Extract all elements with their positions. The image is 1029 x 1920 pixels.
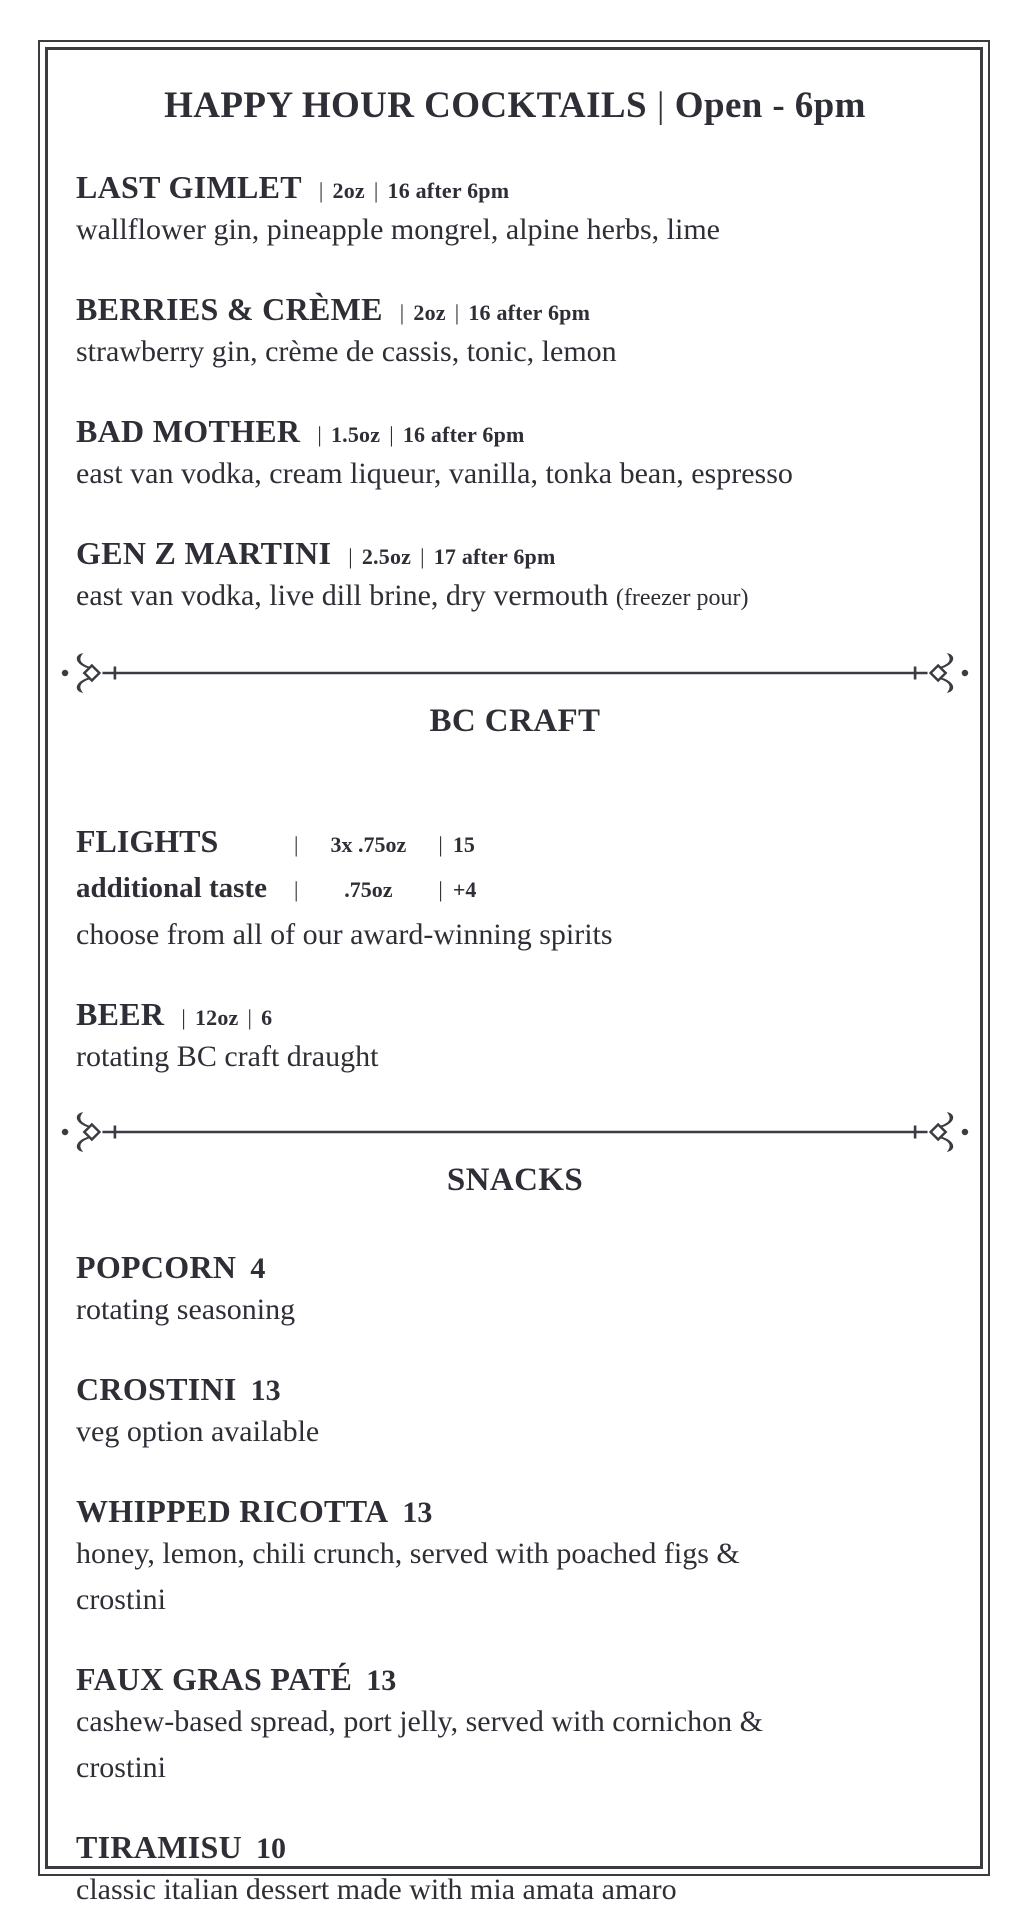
item-name: BEER (76, 996, 165, 1032)
item-name: BERRIES & CRÈME (76, 291, 383, 327)
separator: | (389, 422, 394, 447)
menu-item-berries-creme: BERRIES & CRÈME | 2oz | 16 after 6pm strawbe… (76, 289, 954, 375)
item-header: FAUX GRAS PATÉ 13 (76, 1659, 954, 1699)
item-header: BEER | 12oz | 6 (76, 994, 954, 1034)
item-price: 16 after 6pm (387, 178, 510, 203)
section-heading-snacks: SNACKS (446, 1162, 584, 1198)
section-heading-bc-craft: BC CRAFT (429, 703, 601, 739)
item-name: POPCORN (76, 1249, 237, 1285)
item-header: BERRIES & CRÈME | 2oz | 16 after 6pm (76, 289, 954, 329)
item-sub-name: additional taste (76, 872, 267, 904)
item-name: CROSTINI (76, 1371, 237, 1407)
menu-item-faux-gras-pate: FAUX GRAS PATÉ 13 cashew-based spread, po… (76, 1659, 954, 1791)
item-price: 16 after 6pm (468, 300, 591, 325)
item-description-main: east van vodka, live dill brine, dry ver… (76, 579, 609, 612)
separator: | (181, 1005, 186, 1030)
separator: | (318, 178, 324, 203)
menu-item-gen-z-martini: GEN Z MARTINI | 2.5oz | 17 after 6pm east va… (76, 533, 954, 621)
item-description: veg option available (76, 1415, 320, 1448)
item-size: 2.5oz (361, 544, 412, 569)
divider-ornament-icon (60, 1110, 970, 1154)
item-size: 3x .75oz (330, 832, 407, 857)
item-description-line: crostini (76, 1583, 166, 1616)
item-description: east van vodka, live dill brine, dry ver… (76, 573, 954, 621)
menu-frame-inner: HAPPY HOUR COCKTAILS | Open - 6pm LAST GIM… (45, 47, 983, 1906)
item-name: FAUX GRAS PATÉ (76, 1661, 353, 1697)
item-price: 15 (452, 832, 475, 857)
item-name: BAD MOTHER (76, 413, 301, 449)
separator: | (247, 1005, 253, 1030)
item-description: rotating seasoning (76, 1293, 296, 1326)
menu-hours: Open - 6pm (674, 85, 866, 126)
item-price: 13 (366, 1664, 397, 1697)
section-divider (60, 1110, 970, 1154)
separator: | (294, 832, 299, 857)
menu-title-text: HAPPY HOUR COCKTAILS (164, 85, 647, 126)
separator: | (399, 300, 405, 325)
item-name: GEN Z MARTINI (76, 535, 332, 571)
separator: | (348, 544, 353, 569)
item-description-note: (freezer pour) (615, 585, 749, 611)
item-header: CROSTINI 13 (76, 1369, 954, 1409)
item-price: 10 (255, 1832, 286, 1865)
item-price: 17 after 6pm (433, 544, 556, 569)
item-price: 13 (250, 1374, 281, 1407)
separator: | (438, 832, 443, 857)
item-description: wallflower gin, pineapple mongrel, alpin… (76, 213, 720, 246)
item-header: LAST GIMLET | 2oz | 16 after 6pm (76, 167, 954, 207)
item-header: TIRAMISU 10 (76, 1827, 954, 1867)
item-header: GEN Z MARTINI | 2.5oz | 17 after 6pm (76, 533, 954, 573)
item-size: 1.5oz (330, 422, 381, 447)
separator: | (420, 544, 425, 569)
item-size: 2oz (413, 300, 446, 325)
item-size: 12oz (194, 1005, 239, 1030)
item-description: strawberry gin, crème de cassis, tonic, … (76, 335, 617, 368)
item-price: 4 (250, 1252, 266, 1285)
item-header: WHIPPED RICOTTA 13 (76, 1491, 954, 1531)
item-name: WHIPPED RICOTTA (76, 1493, 389, 1529)
item-header: POPCORN 4 (76, 1247, 954, 1287)
item-description: east van vodka, cream liqueur, vanilla, … (76, 457, 793, 490)
menu-item-tiramisu: TIRAMISU 10 classic italian dessert made … (76, 1827, 954, 1913)
menu-item-popcorn: POPCORN 4 rotating seasoning (76, 1247, 954, 1333)
item-price: 13 (402, 1496, 433, 1529)
item-description: cashew-based spread, port jelly, served … (76, 1699, 954, 1791)
flights-main-row: FLIGHTS | 3x .75oz | 15 (76, 818, 954, 865)
item-price: 16 after 6pm (402, 422, 525, 447)
separator: | (454, 300, 460, 325)
menu-title: HAPPY HOUR COCKTAILS | Open - 6pm (76, 84, 954, 127)
menu-frame-outer: HAPPY HOUR COCKTAILS | Open - 6pm LAST GIM… (38, 40, 990, 1906)
menu-item-bad-mother: BAD MOTHER | 1.5oz | 16 after 6pm east van v… (76, 411, 954, 497)
item-description-line: crostini (76, 1751, 166, 1784)
menu-item-last-gimlet: LAST GIMLET | 2oz | 16 after 6pm wallflower … (76, 167, 954, 253)
item-size: 2oz (332, 178, 365, 203)
item-description-line: honey, lemon, chili crunch, served with … (76, 1537, 740, 1570)
menu-item-beer: BEER | 12oz | 6 rotating BC craft draught (76, 994, 954, 1080)
section-divider (60, 651, 970, 695)
title-separator: | (656, 85, 665, 126)
flights-additional-row: additional taste | .75oz | +4 (76, 865, 954, 912)
item-price: 6 (261, 1005, 273, 1030)
item-sub-size: .75oz (344, 877, 393, 902)
item-header: BAD MOTHER | 1.5oz | 16 after 6pm (76, 411, 954, 451)
item-name: LAST GIMLET (76, 169, 302, 205)
item-sub-price: +4 (452, 877, 477, 902)
item-name: FLIGHTS (76, 823, 219, 859)
separator: | (373, 178, 379, 203)
menu-item-crostini: CROSTINI 13 veg option available (76, 1369, 954, 1455)
separator: | (294, 877, 299, 902)
item-description: classic italian dessert made with mia am… (76, 1873, 677, 1906)
item-description: rotating BC craft draught (76, 1040, 379, 1073)
separator: | (438, 877, 443, 902)
item-description-line: cashew-based spread, port jelly, served … (76, 1705, 763, 1738)
item-description: honey, lemon, chili crunch, served with … (76, 1531, 954, 1623)
menu-item-flights: FLIGHTS | 3x .75oz | 15 additional taste | .75… (76, 818, 954, 958)
separator: | (317, 422, 322, 447)
divider-ornament-icon (60, 651, 970, 695)
item-name: TIRAMISU (76, 1829, 242, 1865)
menu-item-whipped-ricotta: WHIPPED RICOTTA 13 honey, lemon, chili cr… (76, 1491, 954, 1623)
item-description: choose from all of our award-winning spi… (76, 918, 613, 951)
